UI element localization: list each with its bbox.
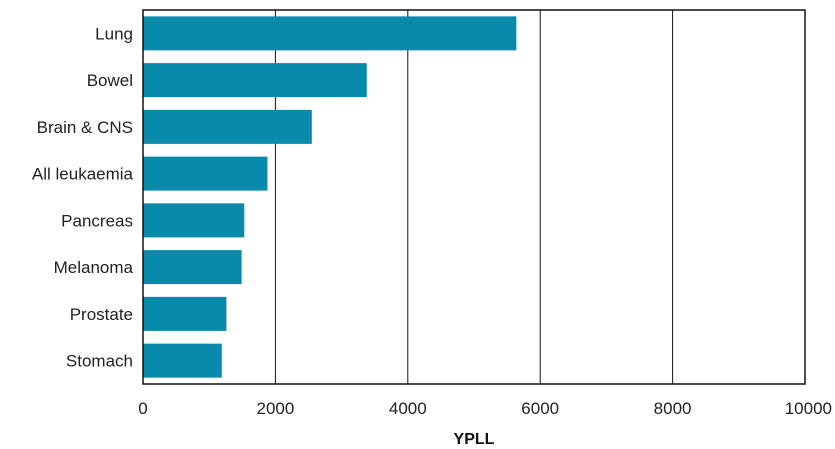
x-tick-labels: 0 2000 4000 6000 8000 10000 [138,399,832,418]
x-tick-label: 6000 [521,399,559,418]
category-label: Prostate [70,305,133,324]
category-labels: Lung Bowel Brain & CNS All leukaemia Pancrea… [32,24,134,370]
bar [143,203,245,238]
category-label: Lung [95,24,133,43]
bar [143,343,222,378]
bar [143,296,227,331]
x-tick-label: 4000 [389,399,427,418]
x-tick-label: 10000 [785,399,832,418]
x-tick-label: 8000 [654,399,692,418]
category-label: Stomach [66,352,133,371]
bars [143,16,517,378]
bar [143,16,517,51]
category-label: Brain & CNS [37,118,133,137]
category-label: Melanoma [54,258,134,277]
bar [143,156,268,191]
x-tick-label: 0 [138,399,147,418]
bar [143,109,312,144]
plot-frame [142,9,806,385]
x-tick-label: 2000 [256,399,294,418]
category-label: All leukaemia [32,165,134,184]
bar [143,250,242,285]
category-label: Pancreas [61,211,133,230]
bar [143,63,367,98]
x-axis-title: YPLL [454,431,495,448]
category-label: Bowel [87,71,133,90]
